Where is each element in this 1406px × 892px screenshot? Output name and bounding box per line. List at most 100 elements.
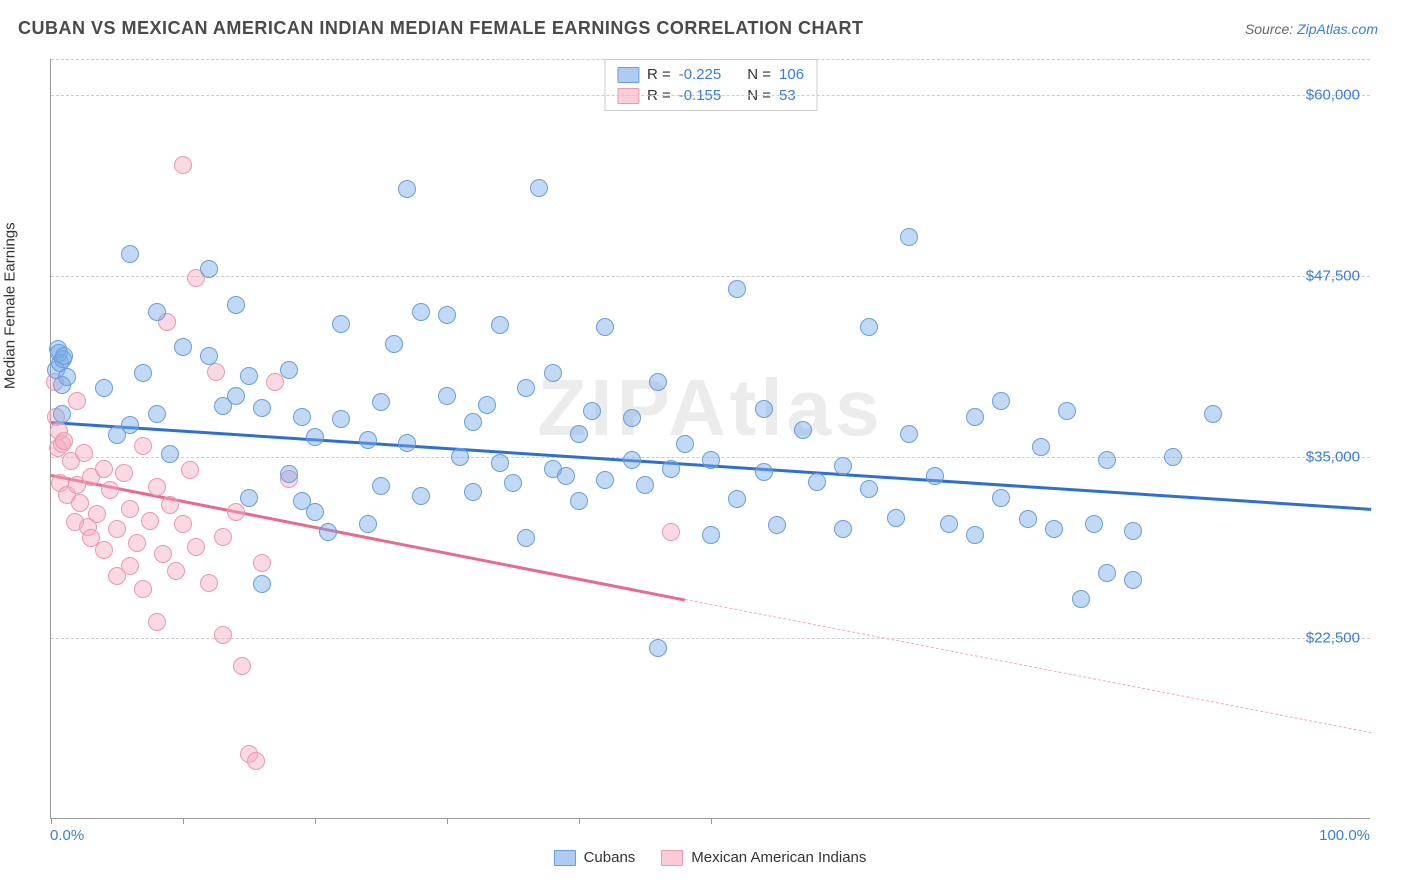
data-point [1085, 515, 1103, 533]
data-point [187, 538, 205, 556]
data-point [478, 396, 496, 414]
data-point [53, 405, 71, 423]
x-min-label: 0.0% [50, 827, 84, 844]
data-point [1045, 520, 1063, 538]
data-point [293, 408, 311, 426]
data-point [596, 471, 614, 489]
data-point [148, 405, 166, 423]
trend-line [684, 599, 1371, 733]
data-point [372, 393, 390, 411]
data-point [438, 306, 456, 324]
y-tick-label: $35,000 [1306, 449, 1360, 466]
data-point [438, 387, 456, 405]
data-point [121, 245, 139, 263]
data-point [214, 528, 232, 546]
data-point [464, 483, 482, 501]
data-point [108, 520, 126, 538]
data-point [1124, 522, 1142, 540]
stats-legend: R = -0.225 N = 106 R = -0.155 N = 53 [604, 59, 817, 111]
data-point [115, 464, 133, 482]
y-axis-label: Median Female Earnings [2, 222, 19, 389]
data-point [412, 487, 430, 505]
data-point [517, 529, 535, 547]
data-point [134, 437, 152, 455]
data-point [148, 478, 166, 496]
data-point [464, 413, 482, 431]
data-point [88, 505, 106, 523]
data-point [71, 494, 89, 512]
data-point [623, 409, 641, 427]
data-point [227, 503, 245, 521]
data-point [583, 402, 601, 420]
data-point [134, 364, 152, 382]
data-point [1098, 564, 1116, 582]
data-point [174, 515, 192, 533]
source-link[interactable]: ZipAtlas.com [1297, 21, 1378, 37]
data-point [768, 516, 786, 534]
swatch-pink-icon [661, 850, 683, 866]
data-point [702, 451, 720, 469]
data-point [676, 435, 694, 453]
data-point [1058, 402, 1076, 420]
data-point [306, 503, 324, 521]
data-point [900, 228, 918, 246]
data-point [834, 520, 852, 538]
data-point [926, 467, 944, 485]
x-tick-mark [183, 818, 184, 824]
data-point [141, 512, 159, 530]
data-point [398, 180, 416, 198]
x-tick-mark [579, 818, 580, 824]
data-point [233, 657, 251, 675]
data-point [167, 562, 185, 580]
data-point [1164, 448, 1182, 466]
data-point [755, 400, 773, 418]
data-point [101, 481, 119, 499]
gridline [51, 95, 1370, 96]
data-point [530, 179, 548, 197]
x-tick-mark [711, 818, 712, 824]
data-point [412, 303, 430, 321]
data-point [161, 445, 179, 463]
gridline [51, 638, 1370, 639]
data-point [121, 500, 139, 518]
data-point [596, 318, 614, 336]
data-point [75, 444, 93, 462]
data-point [174, 338, 192, 356]
data-point [306, 428, 324, 446]
series-legend: Cubans Mexican American Indians [50, 849, 1370, 866]
data-point [148, 613, 166, 631]
data-point [728, 280, 746, 298]
y-tick-label: $22,500 [1306, 630, 1360, 647]
data-point [200, 574, 218, 592]
data-point [58, 368, 76, 386]
data-point [966, 408, 984, 426]
data-point [385, 335, 403, 353]
data-point [55, 347, 73, 365]
x-tick-mark [51, 818, 52, 824]
data-point [544, 364, 562, 382]
data-point [1032, 438, 1050, 456]
data-point [280, 361, 298, 379]
data-point [134, 580, 152, 598]
data-point [649, 373, 667, 391]
data-point [570, 492, 588, 510]
swatch-blue-icon [617, 67, 639, 83]
data-point [95, 541, 113, 559]
data-point [491, 454, 509, 472]
legend-item-cubans: Cubans [554, 849, 636, 866]
data-point [200, 347, 218, 365]
swatch-blue-icon [554, 850, 576, 866]
data-point [662, 523, 680, 541]
data-point [200, 260, 218, 278]
gridline [51, 276, 1370, 277]
data-point [319, 523, 337, 541]
data-point [451, 448, 469, 466]
data-point [834, 457, 852, 475]
data-point [253, 554, 271, 572]
data-point [214, 626, 232, 644]
data-point [121, 416, 139, 434]
data-point [240, 489, 258, 507]
data-point [359, 431, 377, 449]
data-point [280, 465, 298, 483]
data-point [332, 315, 350, 333]
